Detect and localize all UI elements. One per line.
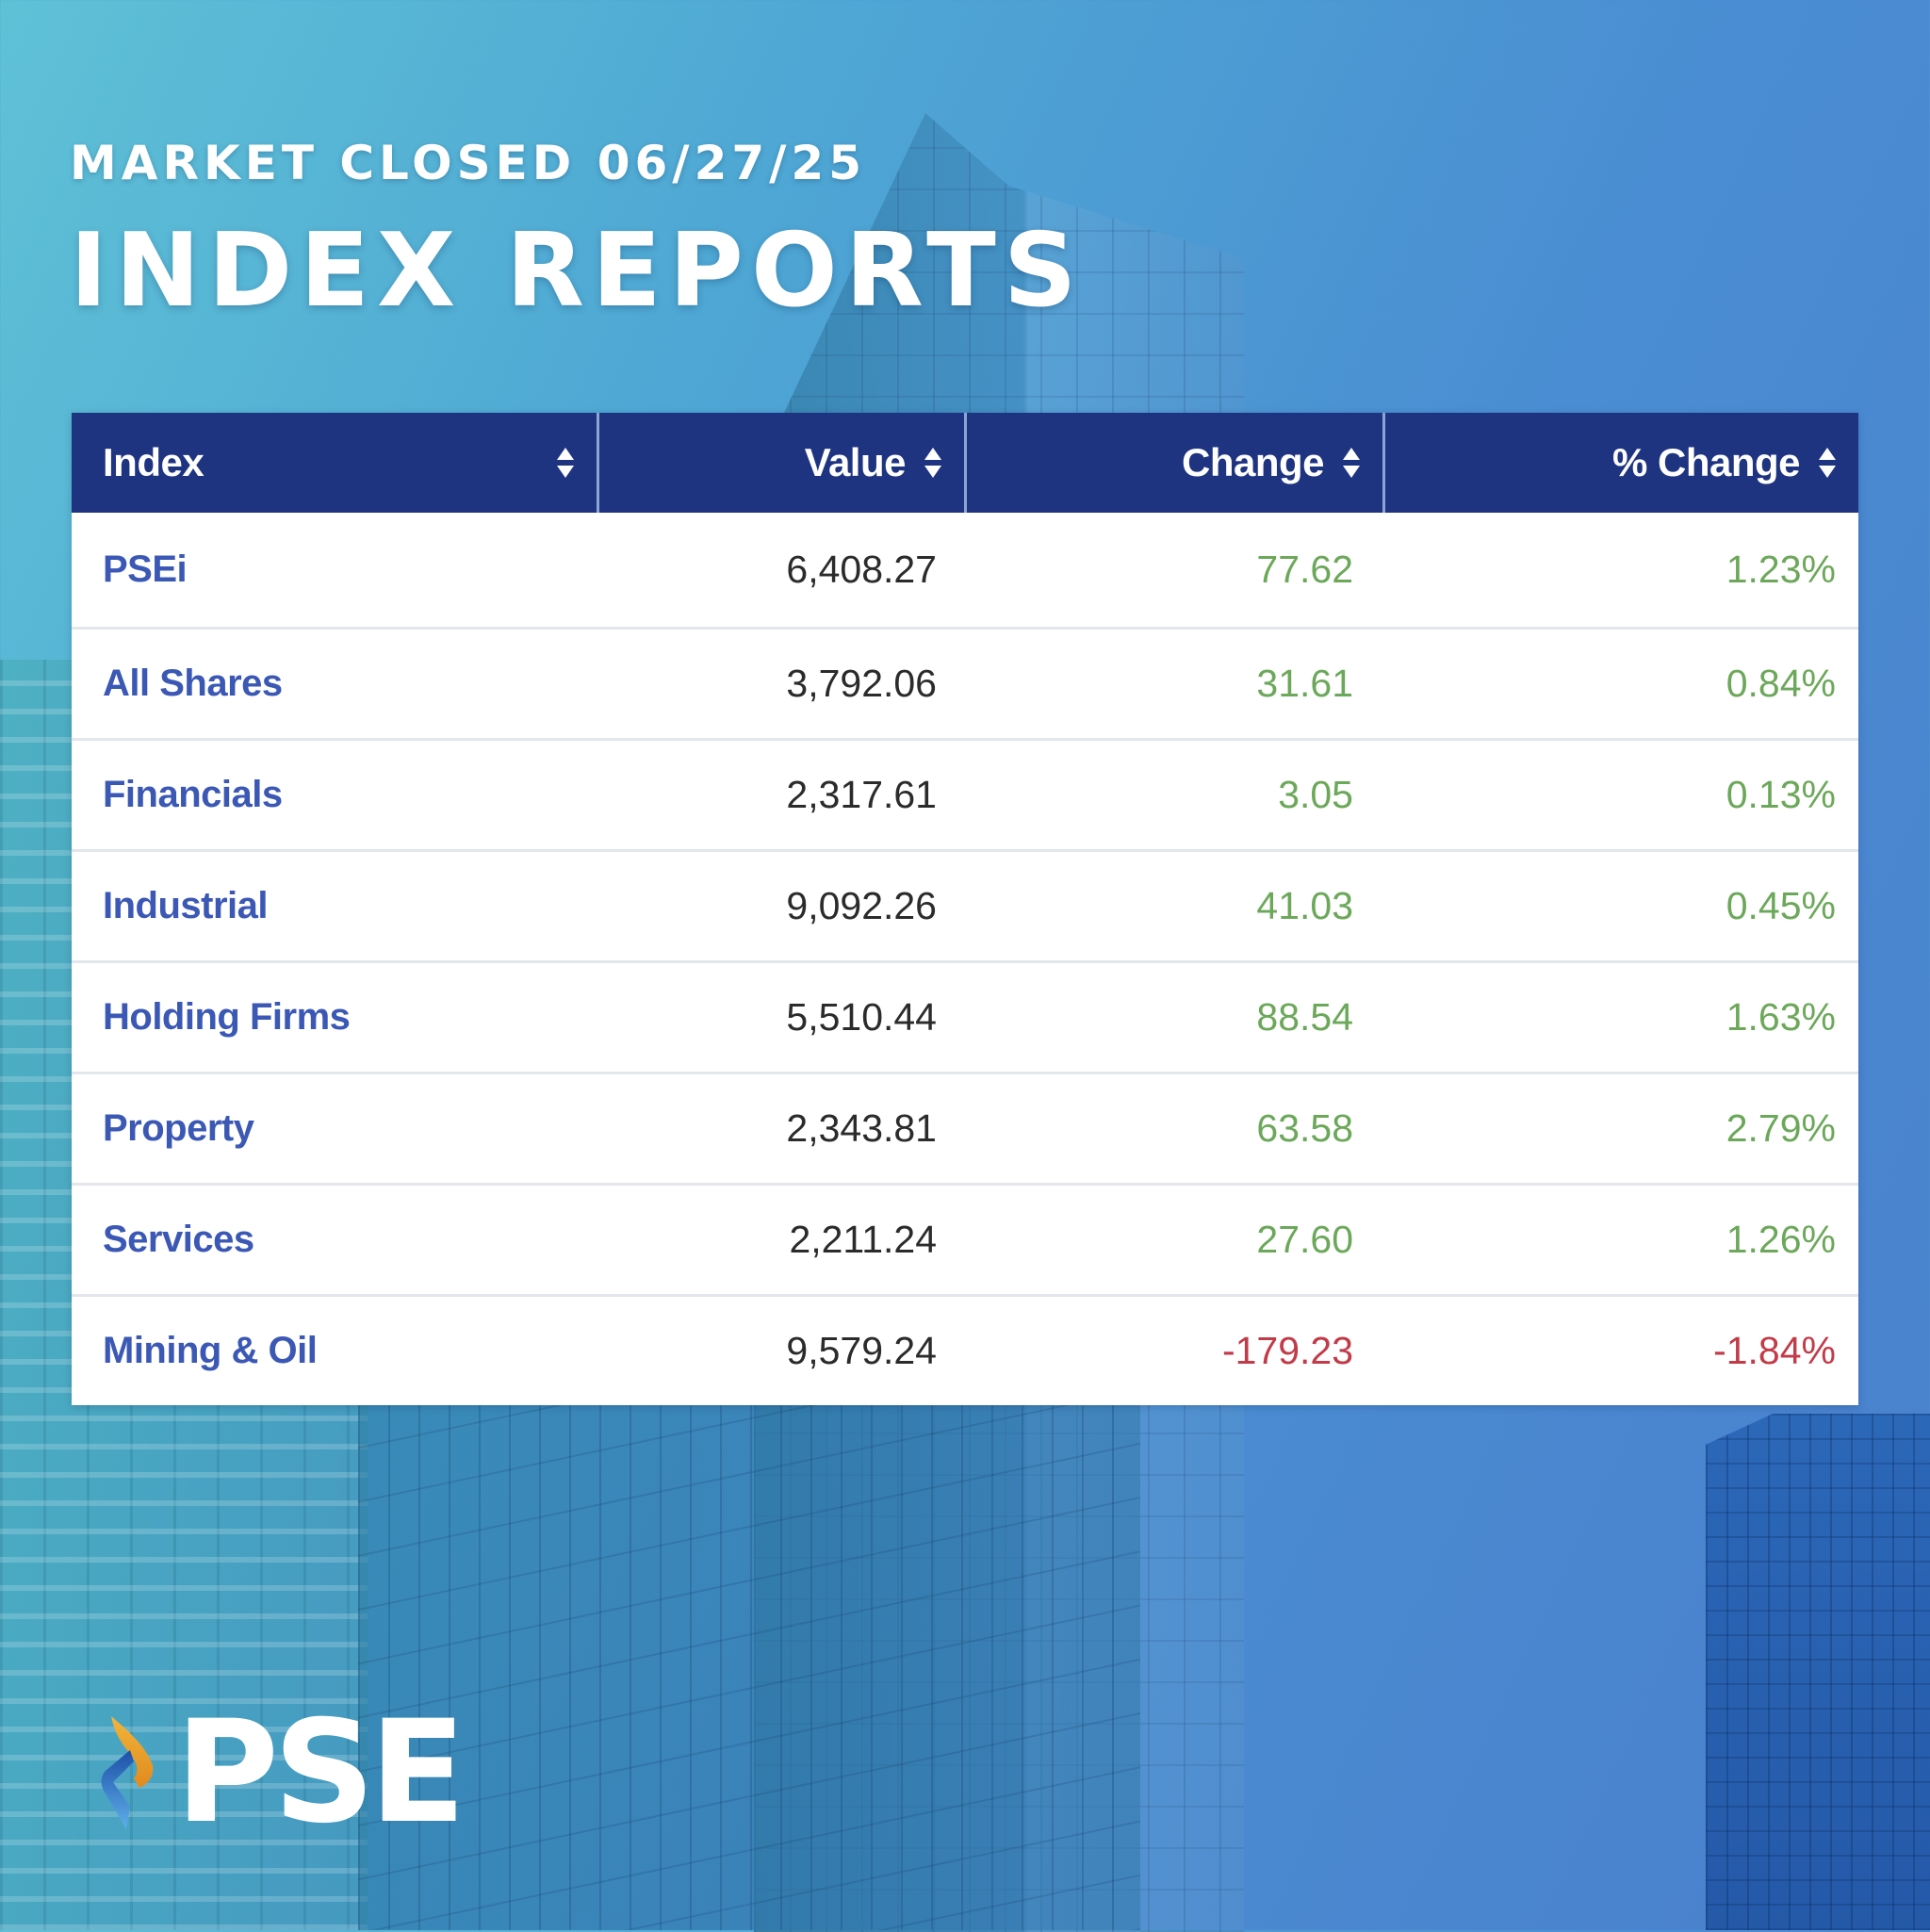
sort-up-down-icon[interactable] bbox=[1817, 446, 1838, 480]
column-label: Change bbox=[1181, 440, 1325, 484]
index-change: 77.62 bbox=[1256, 548, 1353, 591]
background-building-right bbox=[1706, 1414, 1930, 1930]
index-value: 2,317.61 bbox=[786, 773, 937, 816]
index-name-link[interactable]: PSEi bbox=[103, 548, 188, 590]
table-row: Mining & Oil 9,579.24 -179.23 -1.84% bbox=[72, 1294, 1858, 1405]
column-header-value[interactable]: Value bbox=[599, 413, 967, 513]
table-row: All Shares 3,792.06 31.61 0.84% bbox=[72, 627, 1858, 738]
index-name-link[interactable]: Financials bbox=[103, 774, 283, 815]
table-row: Property 2,343.81 63.58 2.79% bbox=[72, 1072, 1858, 1183]
background-building-middle bbox=[358, 1395, 1140, 1930]
column-label: % Change bbox=[1611, 440, 1801, 484]
header: MARKET CLOSED 06/27/25 INDEX REPORTS bbox=[70, 139, 1085, 322]
index-name-link[interactable]: Industrial bbox=[103, 885, 269, 926]
index-value: 9,092.26 bbox=[786, 884, 937, 927]
column-header-index[interactable]: Index bbox=[72, 413, 599, 513]
index-change: 3.05 bbox=[1278, 773, 1353, 816]
sort-up-down-icon[interactable] bbox=[1341, 446, 1362, 480]
index-name-link[interactable]: Holding Firms bbox=[103, 996, 351, 1038]
column-header-change[interactable]: Change bbox=[967, 413, 1385, 513]
table-row: Services 2,211.24 27.60 1.26% bbox=[72, 1183, 1858, 1294]
index-pct-change: 0.84% bbox=[1726, 662, 1836, 705]
market-status-subtitle: MARKET CLOSED 06/27/25 bbox=[70, 136, 866, 190]
index-pct-change: 2.79% bbox=[1726, 1106, 1836, 1150]
index-pct-change: 0.13% bbox=[1726, 773, 1836, 816]
index-value: 6,408.27 bbox=[786, 548, 937, 591]
index-name-link[interactable]: Services bbox=[103, 1219, 254, 1260]
index-value: 2,211.24 bbox=[789, 1218, 937, 1261]
index-change: 88.54 bbox=[1256, 995, 1353, 1039]
column-label: Value bbox=[804, 440, 907, 484]
table-row: Holding Firms 5,510.44 88.54 1.63% bbox=[72, 960, 1858, 1072]
index-pct-change: 0.45% bbox=[1726, 884, 1836, 927]
table-header: Index Value Change % Change bbox=[72, 413, 1858, 513]
sort-up-down-icon[interactable] bbox=[923, 446, 943, 480]
index-table: Index Value Change % Change PSEi 6,408.2… bbox=[72, 413, 1858, 1405]
table-row: Financials 2,317.61 3.05 0.13% bbox=[72, 738, 1858, 849]
index-pct-change: 1.23% bbox=[1726, 548, 1836, 591]
index-value: 3,792.06 bbox=[786, 662, 937, 705]
table-row: PSEi 6,408.27 77.62 1.23% bbox=[72, 513, 1858, 627]
index-name-link[interactable]: Property bbox=[103, 1107, 254, 1149]
column-header-pct-change[interactable]: % Change bbox=[1385, 413, 1858, 513]
pse-logo-mark-icon bbox=[101, 1716, 154, 1829]
index-name-link[interactable]: All Shares bbox=[103, 663, 283, 704]
index-change: 31.61 bbox=[1256, 662, 1353, 705]
pse-logo-text: PSE bbox=[175, 1691, 466, 1855]
index-pct-change: -1.84% bbox=[1713, 1329, 1836, 1372]
index-value: 2,343.81 bbox=[786, 1106, 937, 1150]
index-change: -179.23 bbox=[1221, 1329, 1353, 1372]
page-title: INDEX REPORTS bbox=[70, 212, 1085, 330]
sort-up-down-icon[interactable] bbox=[555, 446, 576, 480]
index-pct-change: 1.63% bbox=[1726, 995, 1836, 1039]
index-change: 27.60 bbox=[1256, 1218, 1353, 1261]
pse-logo: PSE bbox=[98, 1691, 466, 1855]
index-change: 41.03 bbox=[1256, 884, 1353, 927]
table-row: Industrial 9,092.26 41.03 0.45% bbox=[72, 849, 1858, 960]
index-pct-change: 1.26% bbox=[1726, 1218, 1836, 1261]
index-change: 63.58 bbox=[1256, 1106, 1353, 1150]
index-name-link[interactable]: Mining & Oil bbox=[103, 1330, 318, 1371]
index-value: 5,510.44 bbox=[786, 995, 937, 1039]
index-value: 9,579.24 bbox=[786, 1329, 937, 1372]
table-body: PSEi 6,408.27 77.62 1.23% All Shares 3,7… bbox=[72, 513, 1858, 1405]
column-label: Index bbox=[103, 440, 204, 484]
